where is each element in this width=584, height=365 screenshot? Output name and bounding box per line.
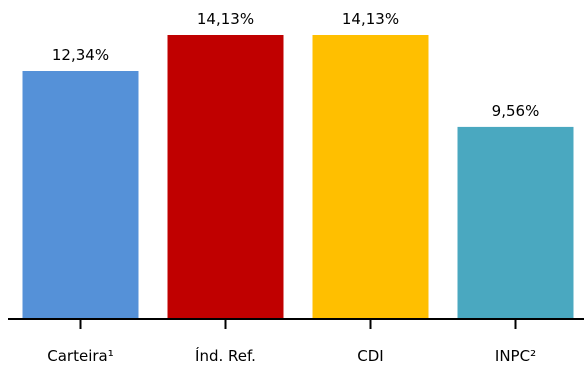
category-label-0: Carteira¹ [47, 347, 113, 365]
bar-3 [457, 126, 574, 320]
value-label-0: 12,34% [52, 46, 109, 64]
category-labels-group: Carteira¹ Índ. Ref. CDI INPC² [47, 346, 536, 365]
value-label-3: 9,56% [492, 102, 540, 120]
value-labels-group: 12,34% 14,13% 14,13% 9,56% [52, 10, 539, 120]
category-label-2: CDI [357, 347, 383, 365]
category-label-1: Índ. Ref. [195, 346, 256, 365]
bar-0 [22, 71, 139, 319]
bar-1 [167, 35, 284, 319]
category-label-3: INPC² [495, 347, 536, 365]
value-label-1: 14,13% [197, 10, 254, 28]
value-label-2: 14,13% [342, 10, 399, 28]
bar-2 [312, 35, 429, 319]
x-axis-ticks-group [79, 319, 517, 329]
bars-group [22, 35, 574, 320]
